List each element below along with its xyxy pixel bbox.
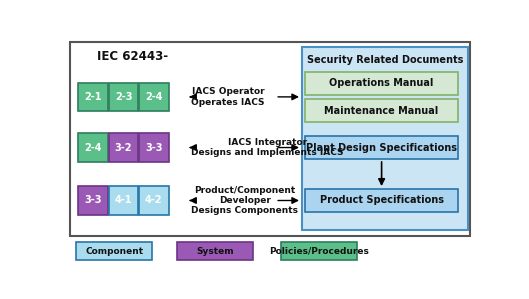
Text: 4-1: 4-1 xyxy=(115,196,132,205)
FancyBboxPatch shape xyxy=(305,189,459,212)
Text: IACS Integrator
Designs and Implements IACS: IACS Integrator Designs and Implements I… xyxy=(191,138,344,157)
FancyBboxPatch shape xyxy=(109,186,138,215)
FancyBboxPatch shape xyxy=(78,133,108,162)
FancyBboxPatch shape xyxy=(305,99,459,122)
Text: 2-1: 2-1 xyxy=(85,92,102,102)
Text: Security Related Documents: Security Related Documents xyxy=(307,55,463,65)
FancyBboxPatch shape xyxy=(177,242,253,260)
FancyBboxPatch shape xyxy=(139,186,169,215)
Text: IACS Operator
Operates IACS: IACS Operator Operates IACS xyxy=(191,87,264,106)
Text: 4-2: 4-2 xyxy=(145,196,162,205)
FancyBboxPatch shape xyxy=(109,83,138,111)
FancyBboxPatch shape xyxy=(302,47,468,231)
Text: 2-4: 2-4 xyxy=(145,92,162,102)
Text: 3-3: 3-3 xyxy=(145,143,162,152)
Text: Plant Design Specifications: Plant Design Specifications xyxy=(306,143,457,152)
Text: IEC 62443-: IEC 62443- xyxy=(97,50,168,63)
FancyBboxPatch shape xyxy=(70,42,470,236)
Text: 3-2: 3-2 xyxy=(115,143,132,152)
Text: Product/Component
Developer
Designs Components: Product/Component Developer Designs Comp… xyxy=(191,186,298,215)
FancyBboxPatch shape xyxy=(78,83,108,111)
Text: System: System xyxy=(196,247,233,256)
Text: 3-3: 3-3 xyxy=(85,196,102,205)
Text: 2-4: 2-4 xyxy=(85,143,102,152)
Text: 2-3: 2-3 xyxy=(115,92,132,102)
FancyBboxPatch shape xyxy=(76,242,152,260)
FancyBboxPatch shape xyxy=(109,133,138,162)
Text: Product Specifications: Product Specifications xyxy=(320,196,444,205)
FancyBboxPatch shape xyxy=(281,242,357,260)
Text: Component: Component xyxy=(85,247,143,256)
Text: Operations Manual: Operations Manual xyxy=(330,78,434,88)
Text: Maintenance Manual: Maintenance Manual xyxy=(324,106,439,116)
FancyBboxPatch shape xyxy=(139,83,169,111)
FancyBboxPatch shape xyxy=(78,186,108,215)
FancyBboxPatch shape xyxy=(139,133,169,162)
FancyBboxPatch shape xyxy=(305,136,459,159)
Text: Policies/Procedures: Policies/Procedures xyxy=(269,247,369,256)
FancyBboxPatch shape xyxy=(305,71,459,94)
